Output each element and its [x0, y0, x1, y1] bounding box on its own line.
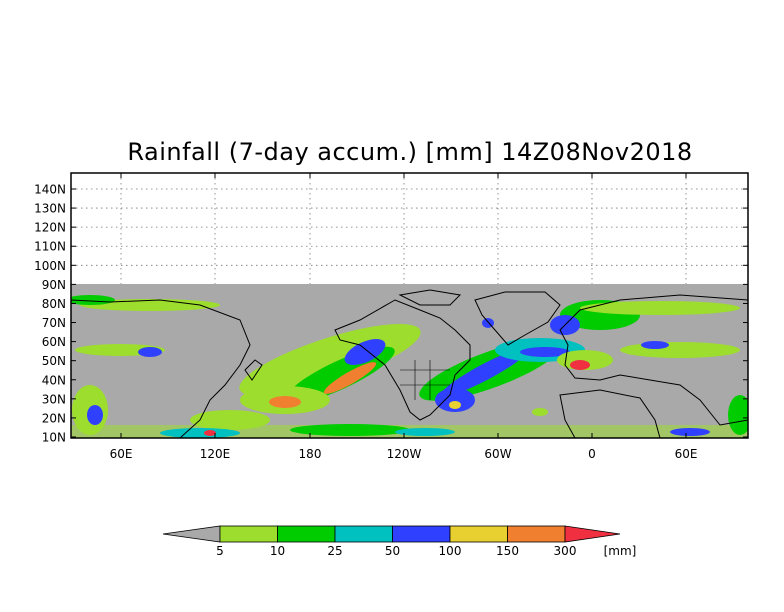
lat-label: 50N: [42, 354, 66, 368]
colorbar-level-label: 10: [270, 544, 285, 558]
colorbar-level-label: 100: [439, 544, 462, 558]
lat-label: 60N: [42, 335, 66, 349]
lon-label: 120W: [387, 447, 422, 461]
lat-label: 90N: [42, 278, 66, 292]
map-title: Rainfall (7-day accum.) [mm] 14Z08Nov201…: [127, 138, 693, 166]
lat-label: 80N: [42, 297, 66, 311]
lat-label: 40N: [42, 373, 66, 387]
colorbar-low-triangle: [162, 525, 221, 543]
lon-label: 0: [588, 447, 596, 461]
colorbar-segment: [334, 525, 393, 543]
lat-label: 110N: [34, 240, 66, 254]
lat-label: 130N: [34, 202, 66, 216]
colorbar-segment: [392, 525, 451, 543]
lon-label: 180: [299, 447, 322, 461]
lat-label: 10N: [42, 431, 66, 445]
lat-label: 100N: [34, 259, 66, 273]
lon-label: 60W: [484, 447, 511, 461]
colorbar-level-label: 25: [327, 544, 342, 558]
colorbar-level-label: 300: [554, 544, 577, 558]
lat-label: 120N: [34, 221, 66, 235]
plot-frame: [70, 172, 749, 439]
coastlines: [71, 289, 748, 438]
colorbar-segment: [277, 525, 336, 543]
colorbar-high-triangle: [564, 525, 621, 543]
colorbar-segment: [449, 525, 508, 543]
lon-label: 60E: [675, 447, 698, 461]
colorbar: 5 10 25 50 100 150 300 [mm]: [162, 525, 637, 558]
colorbar-level-label: 5: [216, 544, 224, 558]
latitude-axis: 140N 130N 120N 110N 100N 90N 80N 70N 60N 50N 40N 30…: [34, 183, 748, 445]
rainfall-field: [71, 295, 748, 438]
colorbar-units: [mm]: [604, 544, 637, 558]
lat-label: 70N: [42, 316, 66, 330]
colorbar-level-label: 150: [496, 544, 519, 558]
lat-label: 140N: [34, 183, 66, 197]
lon-label: 120E: [200, 447, 231, 461]
lat-label: 20N: [42, 411, 66, 425]
lat-label: 30N: [42, 392, 66, 406]
lon-label: 60E: [110, 447, 133, 461]
colorbar-level-label: 50: [385, 544, 400, 558]
colorbar-segment: [219, 525, 278, 543]
colorbar-segment: [507, 525, 566, 543]
longitude-axis: 60E 120E 180 120W 60W 0 60E: [110, 173, 698, 461]
graticule: [71, 173, 748, 284]
